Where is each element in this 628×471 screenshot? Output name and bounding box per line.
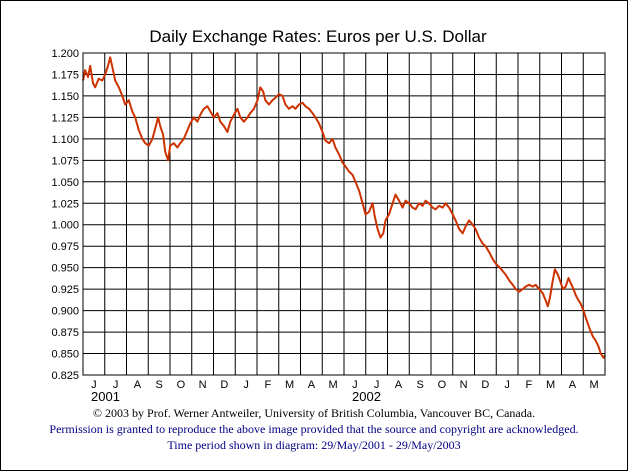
y-tick-label: 1.100 [51,134,79,146]
y-axis-ticks: 1.200 1.175 1.150 1.125 1.100 1.075 1.050 1.025… [51,48,79,382]
footer: © 2003 by Prof. Werner Antweiler, Univer… [0,405,628,453]
x-tick-label: J [352,379,358,391]
x-tick-label: A [569,379,577,391]
y-tick-label: 1.000 [51,220,79,232]
y-tick-label: 1.050 [51,177,79,189]
x-tick-label: D [481,379,489,391]
chart-grid [82,52,606,376]
x-tick-label: M [546,379,555,391]
y-tick-label: 0.950 [51,263,79,275]
y-tick-label: 0.925 [51,284,79,296]
x-tick-label: M [329,379,338,391]
year-label: 2002 [352,389,381,404]
permission-text: Permission is granted to reproduce the a… [49,422,579,436]
x-tick-label: J [374,379,380,391]
y-tick-label: 1.150 [51,91,79,103]
y-tick-label: 0.900 [51,306,79,318]
y-tick-label: 0.850 [51,349,79,361]
time-period-text: Time period shown in diagram: 29/May/200… [167,438,461,452]
x-tick-label: A [134,379,142,391]
x-tick-label: S [416,379,423,391]
x-tick-label: N [460,379,468,391]
y-tick-label: 1.025 [51,198,79,210]
y-tick-label: 1.200 [51,48,79,60]
y-tick-label: 0.825 [51,370,79,382]
x-tick-label: J [243,379,249,391]
x-tick-label: F [265,379,272,391]
x-tick-label: A [308,379,316,391]
x-tick-label: M [285,379,294,391]
exchange-rate-chart: Daily Exchange Rates: Euros per U.S. Dol… [51,27,606,404]
x-tick-label: J [113,379,119,391]
x-tick-label: M [590,379,599,391]
x-tick-label: A [395,379,403,391]
x-tick-label: F [526,379,533,391]
plot-border [82,52,606,376]
x-tick-label: O [438,379,447,391]
y-tick-label: 1.125 [51,112,79,124]
x-tick-label: J [91,379,97,391]
x-tick-label: S [155,379,162,391]
copyright-text: © 2003 by Prof. Werner Antweiler, Univer… [92,406,536,420]
y-tick-label: 1.175 [51,69,79,81]
y-tick-label: 0.875 [51,327,79,339]
y-tick-label: 1.075 [51,155,79,167]
x-tick-label: N [199,379,207,391]
y-tick-label: 0.975 [51,241,79,253]
chart-title: Daily Exchange Rates: Euros per U.S. Dol… [149,27,487,46]
x-tick-label: D [220,379,228,391]
year-label: 2001 [91,389,120,404]
x-tick-label: O [177,379,186,391]
year-labels: 2001 2002 [91,389,381,404]
x-tick-label: J [504,379,510,391]
series-line-eur-per-usd [82,56,606,359]
